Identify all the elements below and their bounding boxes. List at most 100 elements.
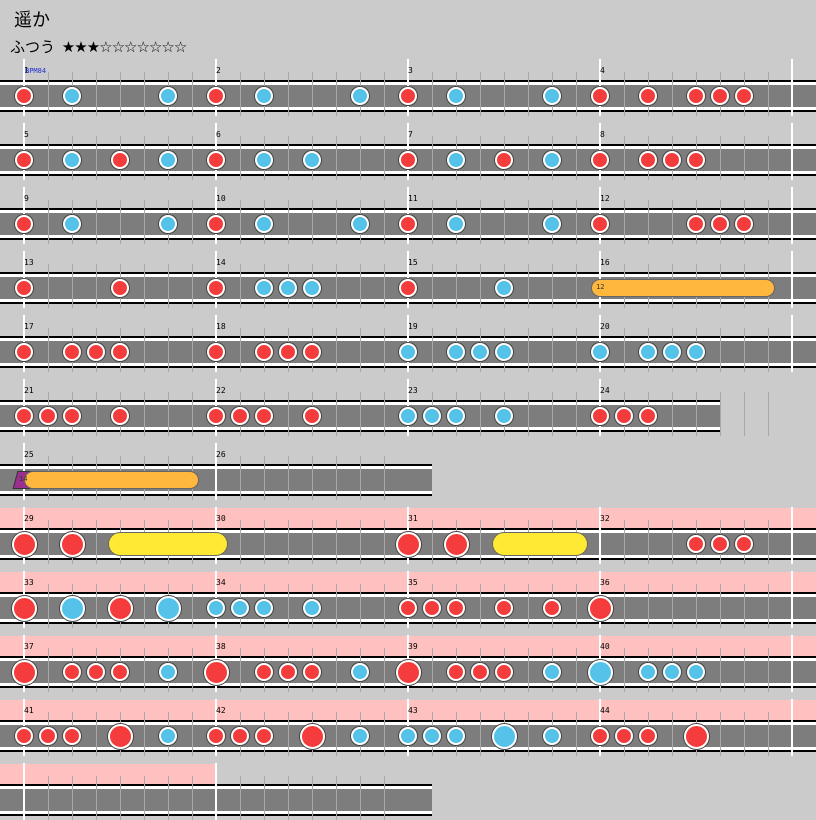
don-note	[111, 407, 129, 425]
beat-line	[528, 72, 529, 116]
measure-number: 22	[216, 386, 226, 395]
beat-line	[528, 200, 529, 244]
beat-line	[432, 328, 433, 372]
don-note	[207, 343, 225, 361]
beat-line	[384, 264, 385, 308]
measure-line	[791, 187, 793, 244]
measure-number: 2	[216, 66, 221, 75]
beat-line	[120, 200, 121, 244]
beat-line	[432, 264, 433, 308]
beat-line	[696, 392, 697, 436]
beat-line	[336, 712, 337, 756]
measure-line	[791, 59, 793, 116]
note-lane: 41 42 43 44	[0, 699, 816, 756]
beat-line	[576, 712, 577, 756]
ka-note	[543, 727, 561, 745]
beat-line	[576, 392, 577, 436]
don-note	[39, 727, 57, 745]
don-note	[639, 727, 657, 745]
don-note	[735, 535, 753, 553]
don-note	[687, 87, 705, 105]
don-note	[399, 151, 417, 169]
measure-number: 40	[600, 642, 610, 651]
ka-note	[159, 215, 177, 233]
beat-line	[480, 72, 481, 116]
beat-line	[552, 264, 553, 308]
ka-note	[639, 343, 657, 361]
big-don-note	[11, 595, 37, 621]
beat-line	[432, 72, 433, 116]
beat-line	[360, 136, 361, 180]
don-note	[639, 407, 657, 425]
ka-note	[543, 663, 561, 681]
ka-note	[399, 407, 417, 425]
beat-line	[720, 392, 721, 436]
don-note	[687, 535, 705, 553]
measure-number: 20	[600, 322, 610, 331]
beat-line	[48, 648, 49, 692]
don-note	[591, 727, 609, 745]
beat-line	[144, 584, 145, 628]
beat-line	[528, 392, 529, 436]
beat-line	[744, 392, 745, 436]
beat-line	[576, 72, 577, 116]
don-note	[15, 279, 33, 297]
ka-note	[447, 727, 465, 745]
don-note	[711, 215, 729, 233]
beat-line	[240, 200, 241, 244]
measure-number: 5	[24, 130, 29, 139]
don-note	[87, 663, 105, 681]
beat-line	[288, 456, 289, 500]
measure-number: 25	[24, 450, 34, 459]
beat-line	[264, 456, 265, 500]
ka-note	[687, 343, 705, 361]
beat-line	[384, 584, 385, 628]
don-note	[15, 343, 33, 361]
ka-note	[423, 727, 441, 745]
beat-line	[336, 264, 337, 308]
ka-note	[351, 215, 369, 233]
beat-line	[48, 72, 49, 116]
beat-line	[480, 392, 481, 436]
measure-number: 33	[24, 578, 34, 587]
don-note	[303, 407, 321, 425]
big-ka-note	[491, 723, 517, 749]
note-lane: 17 18 19 20	[0, 315, 816, 372]
don-note	[207, 279, 225, 297]
don-note	[423, 599, 441, 617]
don-note	[111, 343, 129, 361]
measure-number: 30	[216, 514, 226, 523]
beat-line	[48, 776, 49, 820]
difficulty-label: ふつう	[10, 38, 56, 56]
beat-line	[96, 136, 97, 180]
beat-line	[168, 264, 169, 308]
measure-line	[23, 763, 25, 820]
beat-line	[312, 776, 313, 820]
beat-line	[360, 520, 361, 564]
beat-line	[672, 200, 673, 244]
balloon-count: 14	[19, 475, 28, 483]
beat-line	[624, 648, 625, 692]
beat-line	[648, 520, 649, 564]
ka-note	[351, 727, 369, 745]
don-note	[63, 343, 81, 361]
beat-line	[144, 712, 145, 756]
beat-line	[624, 520, 625, 564]
measure-number: 29	[24, 514, 34, 523]
measure-number: 17	[24, 322, 34, 331]
beat-line	[48, 584, 49, 628]
don-note	[495, 151, 513, 169]
beat-line	[768, 584, 769, 628]
beat-line	[768, 72, 769, 116]
measure-number: 39	[408, 642, 418, 651]
don-note	[399, 599, 417, 617]
ka-note	[663, 663, 681, 681]
measure-number: 3	[408, 66, 413, 75]
beat-line	[240, 136, 241, 180]
beat-line	[96, 72, 97, 116]
beat-line	[288, 520, 289, 564]
don-note	[663, 151, 681, 169]
ka-note	[231, 599, 249, 617]
measure-line	[791, 251, 793, 308]
beat-line	[768, 392, 769, 436]
